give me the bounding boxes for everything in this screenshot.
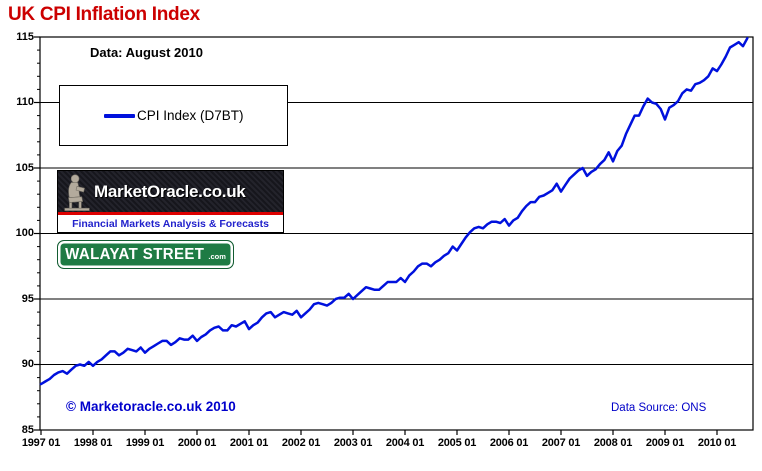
y-axis-label: 100 xyxy=(15,227,34,239)
x-axis-label: 2004 01 xyxy=(385,437,425,449)
copyright-label: © Marketoracle.co.uk 2010 xyxy=(66,399,236,414)
y-axis-label: 110 xyxy=(16,96,34,108)
y-axis-label: 115 xyxy=(16,30,34,43)
walayat-street-suffix: .com xyxy=(208,252,226,261)
y-axis-label: 95 xyxy=(21,292,34,305)
marketoracle-logo-top: MarketOracle.co.uk xyxy=(58,171,283,212)
x-axis-label: 2005 01 xyxy=(437,437,477,449)
marketoracle-logo-divider xyxy=(58,212,283,215)
x-axis-label: 1999 01 xyxy=(125,437,165,449)
x-axis-label: 2003 01 xyxy=(333,437,373,449)
data-source-label: Data Source: ONS xyxy=(611,402,707,414)
marketoracle-logo-banner[interactable]: MarketOracle.co.uk Financial Markets Ana… xyxy=(57,170,284,233)
y-axis-label: 105 xyxy=(15,161,34,174)
legend-box: CPI Index (D7BT) xyxy=(59,85,288,146)
x-axis-label: 2008 01 xyxy=(593,437,633,449)
walayat-street-name: WALAYAT STREET xyxy=(65,245,205,264)
legend-label: CPI Index (D7BT) xyxy=(137,108,244,123)
marketoracle-logo-tagline: Financial Markets Analysis & Forecasts xyxy=(58,215,283,232)
x-axis-label: 2006 01 xyxy=(489,437,529,449)
x-axis-label: 2000 01 xyxy=(177,437,217,449)
x-axis-label: 2010 01 xyxy=(697,437,737,449)
x-axis-label: 2002 01 xyxy=(281,437,321,449)
x-axis-label: 2007 01 xyxy=(541,437,581,449)
x-axis-label: 1998 01 xyxy=(73,437,113,449)
x-axis-label: 1997 01 xyxy=(21,437,61,449)
page-title: UK CPI Inflation Index xyxy=(8,4,200,25)
cpi-line-series xyxy=(39,37,749,386)
x-axis-label: 2001 01 xyxy=(229,437,269,449)
marketoracle-logo-title: MarketOracle.co.uk xyxy=(94,181,246,201)
y-axis-label: 90 xyxy=(21,358,34,370)
y-axis-label: 85 xyxy=(21,423,34,436)
data-note-label: Data: August 2010 xyxy=(90,45,203,60)
legend-line-swatch xyxy=(104,113,135,118)
oracle-statue-icon xyxy=(64,173,90,211)
x-axis-label: 2009 01 xyxy=(645,437,685,449)
walayat-street-logo[interactable]: WALAYAT STREET .com xyxy=(57,240,234,269)
